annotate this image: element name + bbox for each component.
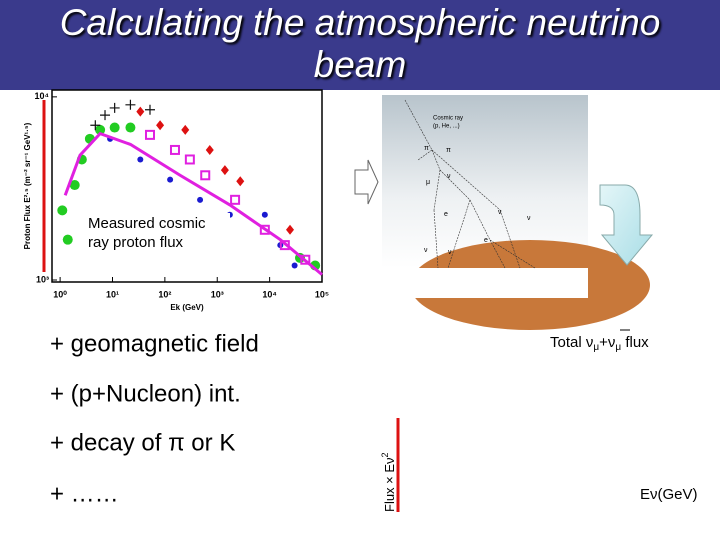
- fit-line: [63, 131, 323, 276]
- x-tick-label: 10²: [158, 289, 171, 299]
- data-point: [259, 224, 270, 235]
- data-point: [300, 254, 311, 265]
- data-point: [144, 104, 155, 115]
- data-point: [200, 170, 211, 181]
- data-point: [57, 205, 68, 216]
- data-point: [62, 234, 73, 245]
- shower-background: [382, 95, 588, 268]
- annotation-box: Measured cosmic ray proton flux: [86, 213, 230, 253]
- data-point: [230, 194, 241, 205]
- shower-label: π: [446, 147, 451, 154]
- data-point: [125, 122, 136, 133]
- data-point: [156, 120, 165, 131]
- shower-tracks: [404, 99, 536, 269]
- shower-label: e: [444, 211, 448, 218]
- curved-arrow: [599, 184, 654, 266]
- shower-label: ν: [447, 173, 451, 180]
- right-arrow: [354, 159, 379, 205]
- data-point: [184, 154, 195, 165]
- flux-label-part: μ: [615, 342, 621, 353]
- flux-label-part: flux: [621, 334, 649, 351]
- flux-label-part: ν: [586, 334, 594, 351]
- shower-label: Cosmic ray: [433, 116, 463, 122]
- x-tick-label: 10⁴: [262, 289, 276, 299]
- data-point: [90, 120, 101, 131]
- shower-label: ν: [448, 249, 452, 256]
- shower-label: (p, He, ...): [433, 124, 460, 130]
- data-point: [167, 176, 174, 183]
- data-point: [236, 176, 245, 187]
- series: [136, 106, 295, 235]
- shower-label: e: [484, 237, 488, 244]
- data-point: [261, 211, 268, 218]
- y-axis-label-part: Flux × Eν: [382, 457, 397, 512]
- y-axis-label-part: 2: [380, 452, 390, 457]
- data-point: [109, 122, 120, 133]
- data-point: [197, 196, 204, 203]
- shower-diagram: Cosmic ray (p, He, ...) π π μ ν e e ν ν …: [382, 95, 650, 330]
- slide-title: Calculating the atmospheric neutrino bea…: [59, 2, 661, 85]
- x-axis-label: Ek (GeV): [170, 303, 204, 312]
- x-tick-label: 10³: [211, 289, 224, 299]
- data-point: [125, 99, 136, 110]
- flux-label: Total νμ+νμ flux: [550, 334, 649, 353]
- series: [90, 99, 155, 131]
- series: [57, 122, 321, 271]
- y-tick-label: 10⁴: [35, 91, 49, 101]
- bullet: + decay of π or K: [50, 429, 235, 456]
- x-tick-label: 10¹: [106, 289, 119, 299]
- y-axis-label: Flux × Eν2: [380, 452, 397, 512]
- flux-label-part: μ: [593, 342, 599, 353]
- shower-label: π: [424, 145, 429, 152]
- bullet: + (p+Nucleon) int.: [50, 380, 241, 407]
- data-point: [181, 124, 190, 135]
- shower-label: ν: [424, 247, 428, 254]
- data-point: [69, 180, 80, 191]
- title-banner: [0, 0, 720, 90]
- data-point: [137, 156, 144, 163]
- y-axis-label: Proton Flux E²·⁵ (m⁻² sr⁻¹ GeV¹·⁵): [23, 122, 32, 249]
- x-tick-label: 10⁰: [53, 289, 67, 299]
- data-point: [169, 144, 180, 155]
- data-point: [286, 224, 295, 235]
- data-point: [95, 124, 106, 135]
- data-point: [136, 106, 145, 117]
- x-tick-label: 10⁵: [315, 289, 329, 299]
- flux-label-part: +: [599, 334, 608, 351]
- shower-label: ν: [527, 215, 531, 222]
- data-point: [220, 165, 229, 176]
- shower-label: ν: [498, 209, 502, 216]
- x-axis-label: Eν(GeV): [640, 486, 698, 503]
- earth-mask: [382, 268, 588, 298]
- y-tick-label: 10³: [36, 274, 49, 284]
- bullet: + geomagnetic field: [50, 330, 259, 357]
- annotation: Measured cosmic ray proton flux: [86, 213, 230, 253]
- data-point: [100, 110, 111, 121]
- flux-label-part: ν: [608, 334, 616, 351]
- data-point: [109, 102, 120, 113]
- data-point: [144, 129, 155, 140]
- data-point: [291, 262, 298, 269]
- shower-label: μ: [426, 179, 430, 186]
- data-point: [205, 144, 214, 155]
- bullet: + ……: [50, 480, 119, 507]
- flux-label-part: Total: [550, 334, 586, 351]
